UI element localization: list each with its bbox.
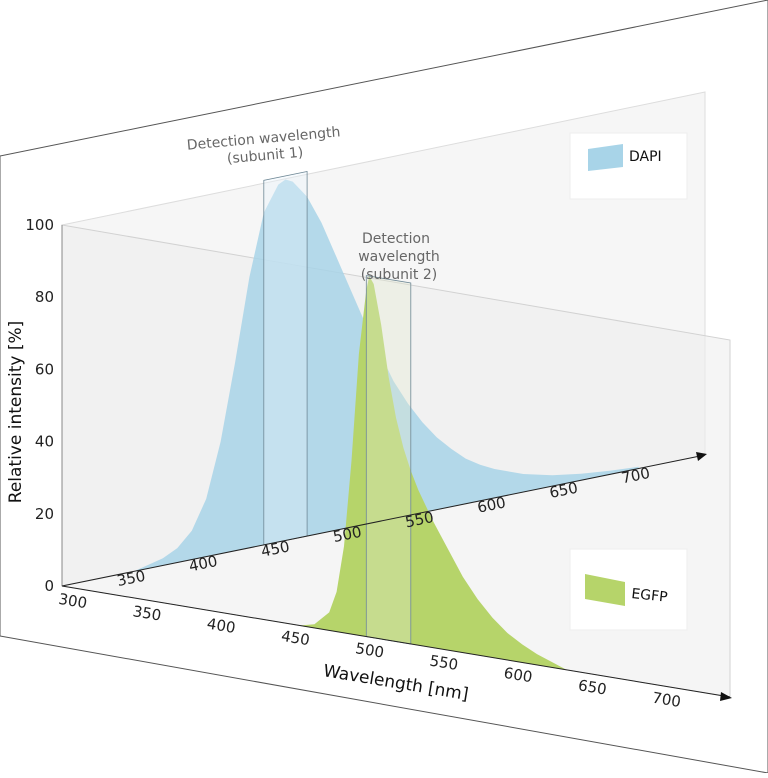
front-axis-tick: 600 <box>503 664 534 686</box>
back-axis-tick: 500 <box>331 523 363 546</box>
annotation-subunit-2-line1: Detection <box>362 231 430 247</box>
y-tick-label: 20 <box>35 505 54 523</box>
y-tick-labels: 0 20 40 60 80 100 <box>25 216 54 595</box>
y-tick-label: 80 <box>35 288 54 306</box>
annotation-subunit-2-line3: (subunit 2) <box>361 267 437 283</box>
legend-egfp: EGFP <box>569 548 688 631</box>
y-tick-label: 100 <box>25 216 54 234</box>
back-axis-tick: 350 <box>115 567 147 590</box>
y-tick-label: 0 <box>44 577 54 595</box>
annotation-subunit-1-line2: (subunit 1) <box>226 145 304 168</box>
y-axis-title: Relative intensity [%] <box>6 321 26 503</box>
back-axis-arrow-icon <box>696 452 707 461</box>
front-axis-tick: 700 <box>651 689 682 711</box>
back-axis-tick: 450 <box>259 537 291 560</box>
annotation-subunit-2-line2: wavelength <box>358 249 440 265</box>
front-axis-tick: 650 <box>577 676 608 698</box>
front-axis-tick: 350 <box>131 602 162 624</box>
legend-egfp-swatch <box>585 574 625 606</box>
legend-dapi-label: DAPI <box>629 149 662 165</box>
back-axis-line <box>61 454 706 587</box>
y-tick-label: 60 <box>35 360 54 378</box>
y-tick-label: 40 <box>35 433 54 451</box>
detection-band-subunit-2 <box>365 275 412 645</box>
back-axis-tick: 650 <box>548 479 580 502</box>
front-axis-tick: 450 <box>280 627 311 649</box>
front-axis-tick: 500 <box>354 639 385 661</box>
legend-dapi: DAPI <box>569 132 688 200</box>
front-axis-tick: 550 <box>428 652 459 674</box>
front-axis-line <box>61 585 731 698</box>
front-axis-tick-labels: 300 350 400 450 500 550 600 650 700 <box>57 590 682 711</box>
detection-band-rect <box>263 171 308 546</box>
front-axis-arrow-icon <box>720 692 732 701</box>
legend-dapi-swatch <box>588 144 623 171</box>
back-axis-tick: 700 <box>620 464 652 487</box>
back-axis-tick: 400 <box>187 552 219 575</box>
back-axis-tick-labels: 350 400 450 500 550 600 650 700 <box>115 464 651 590</box>
front-axis-tick: 300 <box>57 590 88 612</box>
annotation-subunit-2: Detection wavelength (subunit 2) <box>358 231 440 283</box>
legend-egfp-label: EGFP <box>631 586 669 606</box>
legend-dapi-box <box>569 132 688 200</box>
detection-band-rect <box>365 275 412 645</box>
front-axis-tick: 400 <box>206 615 237 637</box>
back-axis-tick: 600 <box>476 493 508 516</box>
back-axis-tick: 550 <box>404 508 436 531</box>
detection-band-subunit-1 <box>263 171 308 546</box>
